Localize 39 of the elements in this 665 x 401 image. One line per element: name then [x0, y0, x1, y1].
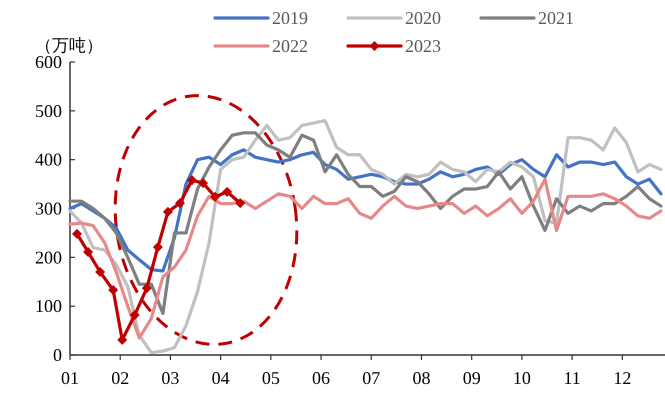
legend-label: 2020	[405, 8, 441, 28]
point	[142, 283, 152, 294]
x-tick-label: 02	[111, 368, 130, 388]
point	[210, 192, 220, 202]
y-axis-title: （万吨）	[35, 36, 103, 55]
x-tick-label: 03	[161, 368, 180, 388]
y-tick-label: 400	[35, 150, 62, 170]
point	[152, 242, 163, 252]
legend-label: 2019	[272, 8, 308, 28]
point	[108, 285, 118, 296]
x-tick-label: 07	[362, 368, 380, 388]
legend-label: 2023	[405, 36, 441, 56]
point	[235, 198, 246, 208]
legend-label: 2021	[538, 8, 574, 28]
point	[162, 206, 173, 217]
y-tick-label: 100	[35, 296, 62, 316]
x-tick-label: 01	[61, 368, 79, 388]
point	[83, 246, 94, 257]
y-tick-label: 200	[35, 247, 62, 268]
point	[174, 198, 185, 208]
point	[198, 178, 208, 188]
x-tick-label: 12	[613, 368, 632, 388]
x-tick-label: 06	[312, 368, 330, 388]
point	[95, 266, 106, 277]
x-tick-label: 08	[412, 368, 430, 388]
point	[130, 310, 140, 320]
x-tick-label: 04	[212, 368, 230, 388]
point	[72, 228, 82, 239]
point	[222, 186, 232, 197]
x-tick-label: 11	[563, 368, 581, 388]
x-tick-label: 05	[262, 368, 280, 388]
y-tick-label: 500	[35, 100, 62, 121]
x-tick-label: 09	[462, 368, 481, 388]
y-tick-label: 0	[53, 345, 62, 365]
x-tick-label: 10	[512, 368, 531, 388]
y-tick-label: 300	[35, 198, 62, 218]
y-tick-label: 600	[35, 52, 62, 72]
legend-label: 2022	[272, 36, 308, 56]
point	[187, 175, 198, 186]
